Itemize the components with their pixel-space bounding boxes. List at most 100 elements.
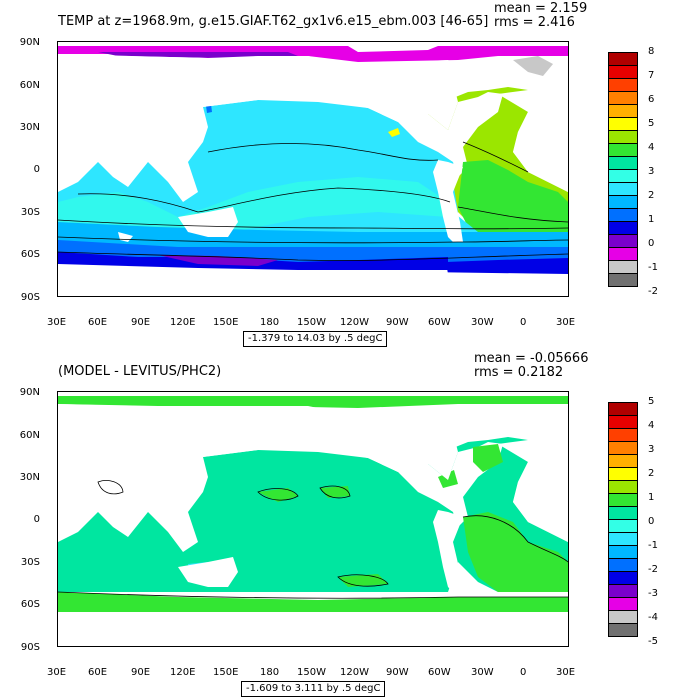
colorbar-swatch [608, 52, 638, 66]
colorbar-swatch [608, 130, 638, 144]
range-label: -1.609 to 3.111 by .5 degC [241, 681, 386, 697]
lon-label: 30E [47, 317, 67, 328]
lon-label: 90E [131, 317, 151, 328]
lat-label: 90S [20, 292, 40, 303]
lat-label: 30S [20, 207, 40, 218]
lon-label: 120E [170, 317, 196, 328]
ocean-field [58, 46, 568, 274]
colorbar-label: 8 [648, 46, 655, 57]
lat-label: 90N [19, 387, 40, 398]
colorbar-swatch [608, 532, 638, 546]
lat-label: 60N [19, 430, 40, 441]
colorbar-swatch [608, 480, 638, 494]
lat-label: 30N [19, 122, 40, 133]
colorbar-swatch [608, 558, 638, 572]
colorbar-label: 0 [648, 238, 655, 249]
colorbar-swatch [608, 519, 638, 533]
colorbar-swatch [608, 545, 638, 559]
panel-title: (MODEL - LEVITUS/PHC2) [58, 364, 222, 379]
colorbar-swatch [608, 65, 638, 79]
colorbar-label: -3 [648, 588, 658, 599]
lat-label: 0 [33, 164, 40, 175]
colorbar-label: -4 [648, 612, 658, 623]
lon-label: 60E [88, 667, 108, 678]
lon-label: 30E [556, 317, 576, 328]
lon-label: 0 [520, 317, 527, 328]
colorbar-swatch [608, 169, 638, 183]
colorbar-swatch [608, 195, 638, 209]
lon-label: 90E [131, 667, 151, 678]
contour-lines [58, 141, 568, 261]
colorbar-label: -2 [648, 564, 658, 575]
lon-label: 90W [386, 667, 409, 678]
lat-label: 30N [19, 472, 40, 483]
mean-label: mean = 2.159 [494, 1, 588, 16]
colorbar-label: 5 [648, 118, 655, 129]
lon-label: 120E [170, 667, 196, 678]
top-panel: TEMP at z=1968.9m, g.e15.GIAF.T62_gx1v6.… [19, 1, 658, 347]
lat-label: 30S [20, 557, 40, 568]
colorbar [608, 52, 638, 287]
lon-label: 180 [260, 667, 280, 678]
lon-label: 120W [340, 667, 369, 678]
lat-label: 60S [20, 599, 40, 610]
colorbar-swatch [608, 597, 638, 611]
bottom-panel: (MODEL - LEVITUS/PHC2) mean = -0.05666 r… [0, 350, 700, 700]
colorbar-label: 4 [648, 420, 655, 431]
colorbar-label: -5 [648, 636, 658, 647]
lon-label: 180 [260, 317, 280, 328]
colorbar-label: 1 [648, 214, 655, 225]
lat-label: 60N [19, 80, 40, 91]
panel-title: TEMP at z=1968.9m, g.e15.GIAF.T62_gx1v6.… [58, 14, 489, 29]
lon-label: 150E [213, 317, 239, 328]
colorbar-swatch [608, 182, 638, 196]
rms-label: rms = 2.416 [494, 15, 575, 30]
colorbar-swatch [608, 273, 638, 287]
lat-label: 60S [20, 249, 40, 260]
colorbar-swatch [608, 78, 638, 92]
rms-label: rms = 0.2182 [474, 365, 564, 380]
colorbar-label: 2 [648, 468, 655, 479]
lat-label: 90N [19, 37, 40, 48]
ocean-temperature-map [57, 41, 569, 297]
colorbar-label: -2 [648, 286, 658, 297]
colorbar-swatch [608, 143, 638, 157]
colorbar-label: 3 [648, 444, 655, 455]
lon-label: 60W [428, 667, 451, 678]
lon-label: 150W [297, 317, 326, 328]
colorbar-label: 6 [648, 94, 655, 105]
colorbar-swatch [608, 454, 638, 468]
colorbar-label: 4 [648, 142, 655, 153]
colorbar-swatch [608, 221, 638, 235]
colorbar-swatch [608, 156, 638, 170]
colorbar-label: 5 [648, 396, 655, 407]
lat-label: 90S [20, 642, 40, 653]
ocean-field [58, 396, 568, 612]
colorbar-swatch [608, 234, 638, 248]
colorbar-label: 7 [648, 70, 655, 81]
colorbar-swatch [608, 584, 638, 598]
colorbar-swatch [608, 441, 638, 455]
lon-label: 150E [213, 667, 239, 678]
lon-label: 120W [340, 317, 369, 328]
colorbar-label: 2 [648, 190, 655, 201]
lon-label: 30E [556, 667, 576, 678]
colorbar-swatch [608, 493, 638, 507]
colorbar-swatch [608, 467, 638, 481]
land-mask [58, 404, 568, 646]
colorbar [608, 402, 638, 637]
mean-label: mean = -0.05666 [474, 351, 589, 366]
colorbar-swatch [608, 260, 638, 274]
lon-label: 30W [471, 317, 494, 328]
colorbar-swatch [608, 506, 638, 520]
colorbar-swatch [608, 91, 638, 105]
colorbar-label: 0 [648, 516, 655, 527]
colorbar-swatch [608, 623, 638, 637]
colorbar-swatch [608, 428, 638, 442]
lon-label: 30W [471, 667, 494, 678]
lon-label: 60W [428, 317, 451, 328]
colorbar-swatch [608, 571, 638, 585]
lat-label: 0 [33, 514, 40, 525]
colorbar-label: -1 [648, 262, 658, 273]
colorbar-swatch [608, 402, 638, 416]
